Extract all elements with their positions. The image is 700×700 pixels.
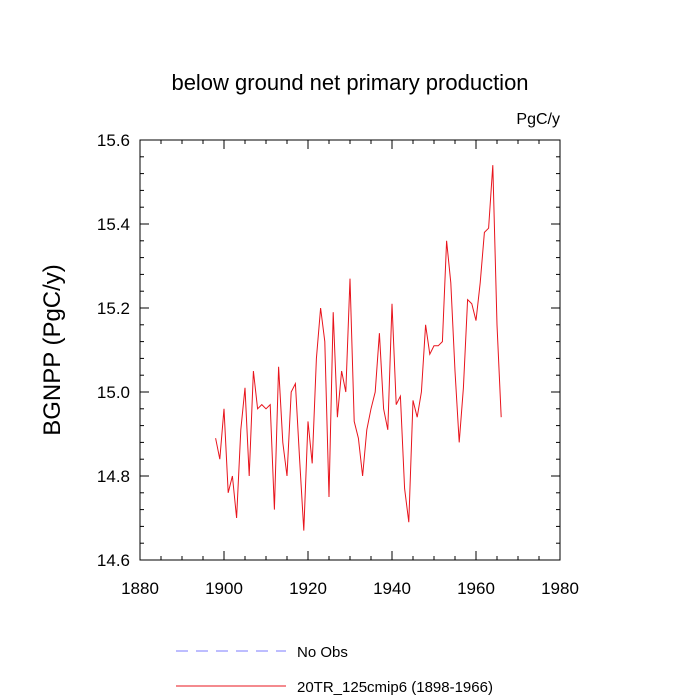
x-tick-label: 1900 <box>205 579 243 598</box>
legend-label-no-obs: No Obs <box>297 644 348 661</box>
plot-frame <box>139 139 561 561</box>
y-tick-label: 14.6 <box>97 551 130 570</box>
y-tick-label: 14.8 <box>97 467 130 486</box>
x-tick-label: 1960 <box>457 579 495 598</box>
x-tick-label: 1940 <box>373 579 411 598</box>
x-tick-labels: 1880 1900 1920 1940 1960 1980 <box>121 579 579 598</box>
legend-label-20tr: 20TR_125cmip6 (1898-1966) <box>297 679 493 696</box>
x-tick-label: 1980 <box>541 579 579 598</box>
data-series <box>215 165 502 531</box>
series-line-20tr-125cmip6 <box>215 165 502 531</box>
y-axis-label: BGNPP (PgC/y) <box>39 264 66 436</box>
y-tick-label: 15.4 <box>97 215 130 234</box>
units-label: PgC/y <box>516 111 560 128</box>
y-tick-labels: 14.6 14.8 15.0 15.2 15.4 15.6 <box>97 131 130 570</box>
tick-marks <box>139 139 561 561</box>
y-tick-label: 15.6 <box>97 131 130 150</box>
x-tick-label: 1920 <box>289 579 327 598</box>
chart-title: below ground net primary production <box>171 70 528 95</box>
x-tick-label: 1880 <box>121 579 159 598</box>
y-tick-label: 15.0 <box>97 383 130 402</box>
y-tick-label: 15.2 <box>97 299 130 318</box>
legend: No Obs 20TR_125cmip6 (1898-1966) <box>176 644 493 696</box>
